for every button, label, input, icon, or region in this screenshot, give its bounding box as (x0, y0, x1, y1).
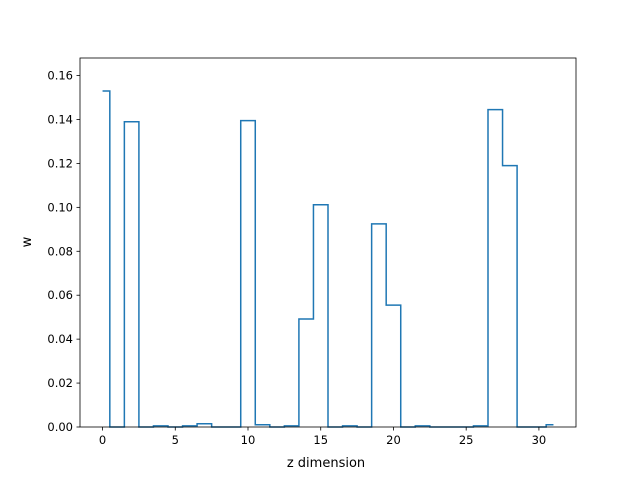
y-tick-label: 0.04 (47, 332, 73, 346)
x-tick-label: 20 (386, 433, 401, 447)
y-tick-label: 0.14 (47, 113, 73, 127)
y-tick-label: 0.00 (47, 420, 73, 434)
axes-frame (79, 57, 577, 428)
y-tick-label: 0.12 (47, 156, 73, 170)
x-tick-label: 30 (532, 433, 547, 447)
x-tick-label: 5 (172, 433, 179, 447)
y-tick-label: 0.08 (47, 244, 73, 258)
x-tick-label: 15 (313, 433, 328, 447)
x-tick-label: 0 (99, 433, 106, 447)
x-tick-label: 25 (459, 433, 474, 447)
y-tick-label: 0.06 (47, 288, 73, 302)
y-axis: 0.00 0.02 0.04 0.06 0.08 0.10 0.12 0.14 0.16 (47, 69, 80, 434)
x-tick-label: 10 (241, 433, 256, 447)
y-axis-label: w (20, 236, 35, 247)
x-axis-label: z dimension (287, 456, 365, 471)
y-tick-label: 0.16 (47, 69, 73, 83)
y-tick-label: 0.10 (47, 200, 73, 214)
x-axis: 0 5 10 15 20 25 30 (99, 427, 546, 447)
y-tick-label: 0.02 (47, 376, 73, 390)
